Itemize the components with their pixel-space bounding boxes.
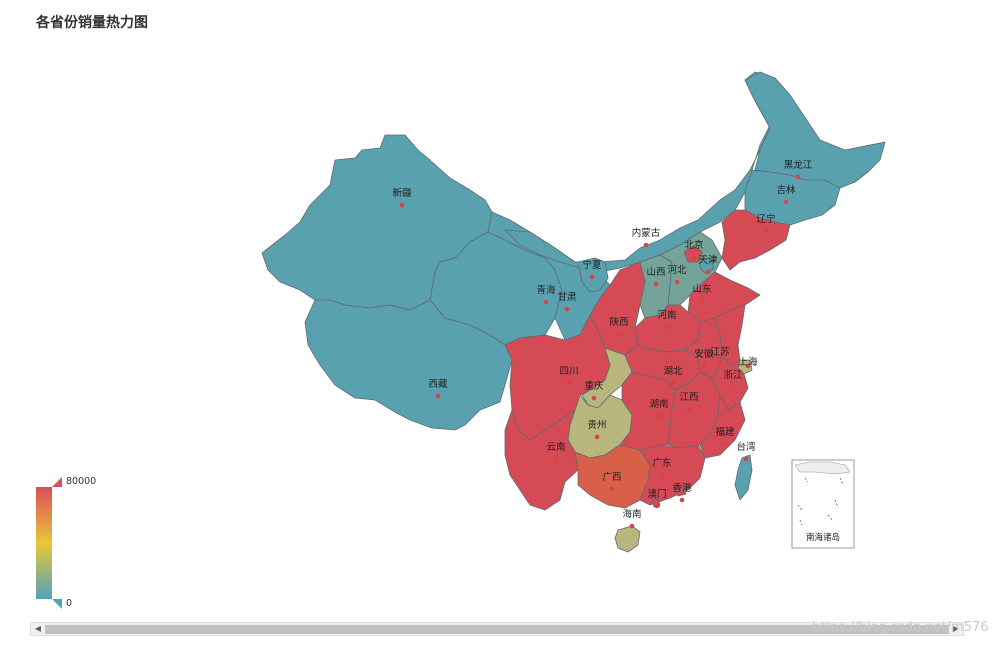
inset-label: 南海诸岛: [806, 532, 840, 543]
province-point[interactable]: [743, 456, 749, 462]
province-point[interactable]: [589, 274, 595, 280]
province-label: 西藏: [428, 378, 448, 390]
province-label: 辽宁: [756, 213, 775, 225]
scroll-left-arrow-icon[interactable]: ◀: [34, 624, 42, 633]
watermark: https://blog.csdn.net/m576: [812, 620, 989, 635]
province-label: 黑龙江: [784, 159, 813, 171]
province-label: 江苏: [710, 346, 730, 358]
province-heilongjiang[interactable]: [744, 71, 886, 189]
province-point[interactable]: [763, 228, 769, 234]
province-point[interactable]: [591, 395, 597, 401]
visualmap-min-label: 0: [66, 598, 73, 609]
province-label: 上海: [738, 356, 758, 368]
province-point[interactable]: [543, 299, 549, 305]
province-point[interactable]: [795, 174, 801, 180]
province-point[interactable]: [654, 503, 660, 509]
province-label: 河北: [667, 264, 687, 276]
province-label: 江西: [679, 392, 698, 403]
province-label: 河南: [657, 309, 676, 321]
province-label: 香港: [672, 482, 692, 494]
chart-title: 各省份销量热力图: [36, 15, 148, 31]
province-liaoning[interactable]: [721, 209, 791, 271]
scroll-thumb[interactable]: [45, 625, 949, 634]
province-label: 新疆: [392, 187, 412, 199]
province-point[interactable]: [616, 331, 622, 337]
province-point[interactable]: [783, 199, 789, 205]
province-label: 吉林: [776, 184, 796, 196]
south-china-sea-inset: 南海诸岛: [791, 459, 855, 549]
province-hainan[interactable]: [614, 525, 641, 553]
province-point[interactable]: [553, 456, 559, 462]
province-xizang[interactable]: [304, 299, 513, 431]
province-point[interactable]: [699, 298, 705, 304]
visualmap-min-handle[interactable]: [52, 599, 62, 609]
visualmap-max-label: 80000: [66, 476, 97, 487]
province-label: 广西: [602, 471, 621, 483]
province-point[interactable]: [722, 441, 728, 447]
province-point[interactable]: [701, 363, 707, 369]
visualmap-gradient-bar[interactable]: [36, 487, 52, 599]
province-point[interactable]: [670, 380, 676, 386]
scroll-right-arrow-icon[interactable]: ▶: [952, 624, 960, 633]
province-point[interactable]: [435, 393, 441, 399]
province-point[interactable]: [745, 363, 751, 369]
province-label: 福建: [715, 426, 735, 438]
province-point[interactable]: [609, 486, 615, 492]
province-label: 海南: [622, 508, 641, 520]
province-point[interactable]: [717, 361, 723, 367]
province-label: 台湾: [736, 441, 756, 453]
province-point[interactable]: [629, 523, 635, 529]
province-label: 宁夏: [582, 259, 602, 271]
province-point[interactable]: [664, 324, 670, 330]
province-point[interactable]: [659, 472, 665, 478]
province-label: 陕西: [609, 316, 628, 328]
province-point[interactable]: [705, 269, 711, 275]
province-label: 甘肃: [557, 291, 576, 303]
province-point[interactable]: [643, 242, 649, 248]
province-hongkong[interactable]: [675, 485, 687, 497]
province-label: 安徽: [694, 348, 714, 360]
province-label: 贵州: [587, 419, 606, 431]
province-label: 广东: [652, 457, 671, 469]
province-point[interactable]: [653, 281, 659, 287]
province-point[interactable]: [691, 254, 697, 260]
province-label: 重庆: [584, 380, 604, 392]
province-label: 浙江: [723, 369, 743, 381]
province-point[interactable]: [674, 279, 680, 285]
province-point[interactable]: [566, 380, 572, 386]
province-beijing[interactable]: [683, 245, 703, 263]
province-label: 湖北: [663, 366, 683, 377]
province-point[interactable]: [594, 434, 600, 440]
province-label: 内蒙古: [632, 227, 661, 239]
province-label: 湖南: [649, 398, 668, 410]
visualmap-max-handle[interactable]: [52, 477, 62, 487]
province-label: 四川: [559, 366, 578, 377]
province-jiangsu[interactable]: [714, 304, 746, 366]
province-point[interactable]: [730, 384, 736, 390]
province-label: 云南: [546, 441, 565, 453]
province-fujian[interactable]: [699, 394, 746, 459]
province-label: 天津: [698, 255, 718, 266]
province-point[interactable]: [656, 413, 662, 419]
horizontal-scrollbar[interactable]: ◀ ▶: [30, 622, 964, 636]
province-point[interactable]: [686, 406, 692, 412]
province-label: 北京: [684, 239, 703, 251]
province-point[interactable]: [564, 306, 570, 312]
province-label: 山西: [646, 267, 665, 278]
province-point[interactable]: [679, 497, 685, 503]
province-taiwan[interactable]: [734, 454, 753, 501]
province-label: 青海: [536, 284, 556, 296]
province-label: 山东: [692, 283, 711, 295]
province-label: 澳门: [647, 488, 666, 500]
province-point[interactable]: [399, 202, 405, 208]
